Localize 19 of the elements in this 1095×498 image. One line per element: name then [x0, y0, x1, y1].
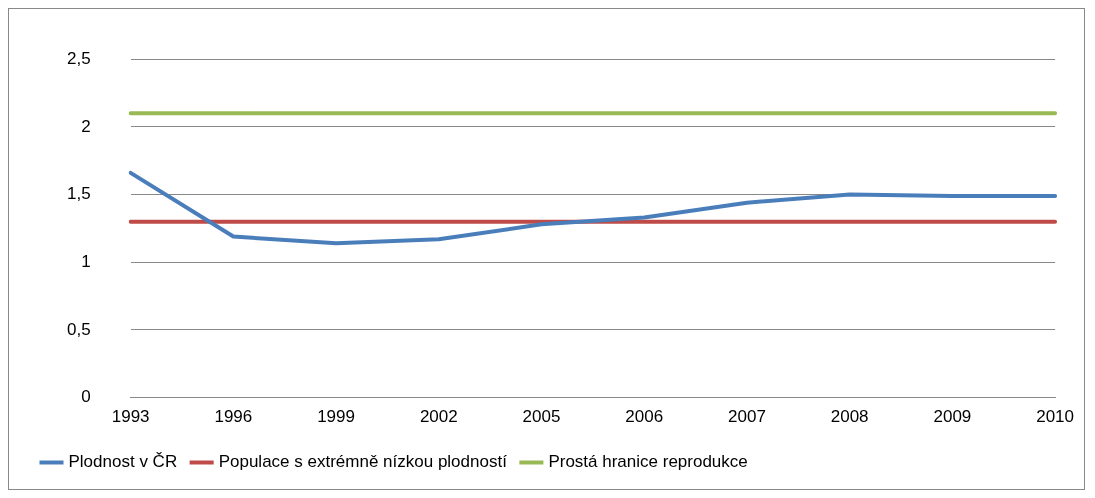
x-tick-label: 1996	[214, 407, 253, 427]
y-tick-label: 0	[81, 387, 91, 407]
y-tick-label: 1,5	[66, 184, 91, 204]
x-tick-label: 1993	[111, 407, 150, 427]
x-tick-label: 2006	[625, 407, 664, 427]
x-tick-label: 2002	[419, 407, 458, 427]
x-tick-label: 2005	[522, 407, 561, 427]
x-tick-label: 1999	[317, 407, 355, 427]
x-tick-label: 2007	[728, 407, 766, 427]
x-tick-label: 2010	[1036, 407, 1074, 427]
x-tick-label: 2009	[933, 407, 972, 427]
legend-label: Prostá hranice reprodukce	[548, 452, 748, 472]
y-tick-label: 0,5	[66, 319, 91, 339]
x-tick-label: 2008	[830, 407, 869, 427]
legend-label: Plodnost v ČR	[68, 452, 178, 472]
legend-label: Populace s extrémně nízkou plodností	[218, 452, 508, 472]
y-tick-label: 2	[81, 116, 91, 136]
y-tick-label: 2,5	[66, 48, 91, 68]
y-tick-label: 1	[81, 251, 91, 271]
